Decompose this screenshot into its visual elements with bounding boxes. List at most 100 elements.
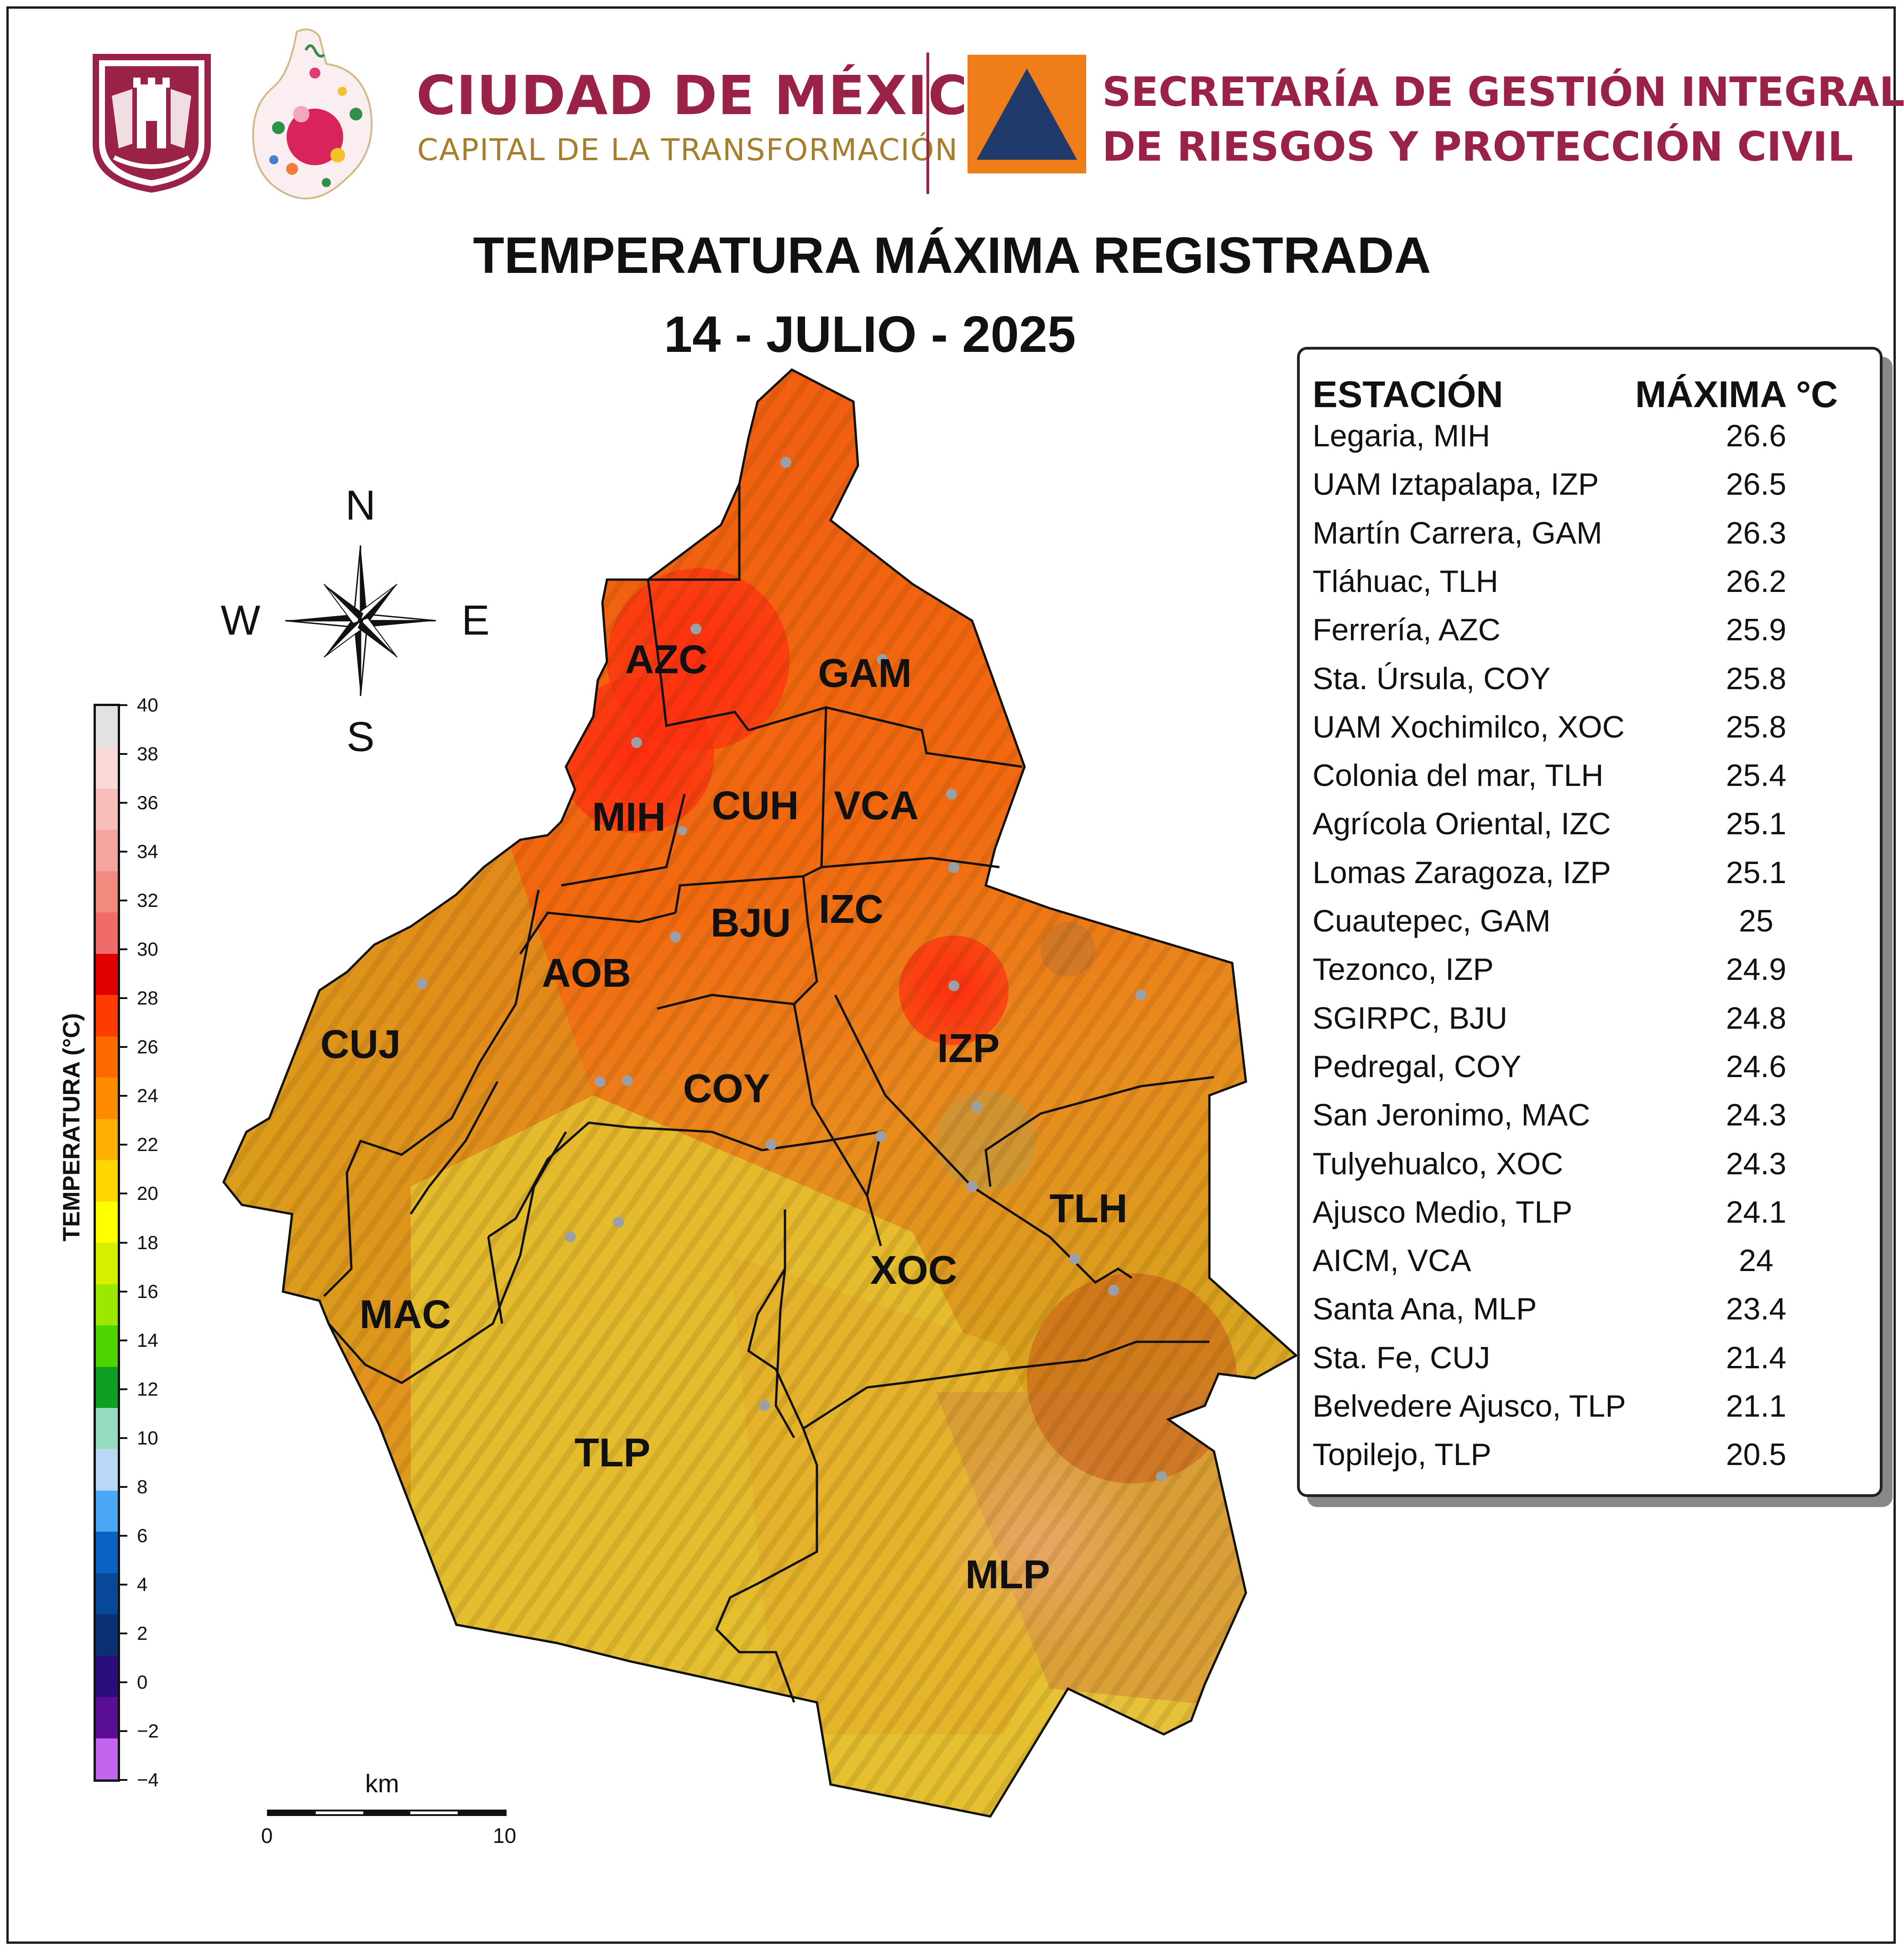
station-name: AICM, VCA	[1313, 1243, 1471, 1278]
col-max-header: MÁXIMA °C	[1635, 374, 1838, 415]
colorbar-tick-label: 10	[137, 1427, 158, 1449]
colorbar-segment	[96, 1655, 118, 1697]
map-title: TEMPERATURA MÁXIMA REGISTRADA	[473, 227, 1431, 284]
station-max-value: 24	[1739, 1243, 1773, 1278]
colorbar-tick-mark	[120, 948, 127, 951]
label-tlh: TLH	[1049, 1186, 1128, 1231]
colorbar-tick-mark	[120, 1583, 127, 1586]
colorbar-segment	[96, 1614, 118, 1656]
label-izp: IZP	[937, 1026, 1000, 1071]
station-max-value: 24.3	[1726, 1146, 1787, 1181]
station-name: Pedregal, COY	[1313, 1049, 1522, 1084]
colorbar-segment	[96, 788, 118, 830]
station-name: Martín Carrera, GAM	[1313, 515, 1602, 550]
table-row: Topilejo, TLP 20.5	[1300, 1437, 1880, 1485]
station-points	[417, 457, 1167, 1482]
colorbar-tick-label: 38	[137, 743, 158, 765]
station-name: UAM Iztapalapa, IZP	[1313, 467, 1599, 502]
colorbar-tick-label: 8	[137, 1476, 148, 1497]
colorbar-segment	[96, 1738, 118, 1780]
table-row: Ajusco Medio, TLP 24.1	[1300, 1194, 1880, 1243]
colorbar-segment	[96, 871, 118, 913]
station-max-value: 20.5	[1726, 1437, 1787, 1472]
cdmx-floral-heart-logo	[252, 28, 373, 199]
label-mac: MAC	[359, 1292, 451, 1337]
label-cuj: CUJ	[320, 1021, 401, 1067]
page-frame	[6, 6, 1896, 1944]
label-xoc: XOC	[870, 1247, 957, 1293]
station-max-value: 25	[1739, 904, 1773, 938]
station-max-value: 25.4	[1726, 758, 1787, 793]
colorbar-segment	[96, 1078, 118, 1119]
map-date: 14 - JULIO - 2025	[664, 306, 1076, 363]
colorbar-tick-label: −4	[137, 1769, 159, 1790]
station-name: Topilejo, TLP	[1313, 1437, 1491, 1472]
city-slogan: CAPITAL DE LA TRANSFORMACIÓN	[417, 132, 958, 167]
colorbar-tick-mark	[120, 1095, 127, 1097]
colorbar-tick-label: 20	[137, 1183, 158, 1204]
station-max-value: 21.4	[1726, 1340, 1787, 1375]
table-row: San Jeronimo, MAC 24.3	[1300, 1097, 1880, 1146]
station-table: ESTACIÓN MÁXIMA °C Legaria, MIH 26.6 UAM I…	[1297, 347, 1883, 1497]
station-max-value: 26.3	[1726, 515, 1787, 550]
table-row: Cuautepec, GAM 25	[1300, 903, 1880, 952]
agency-line-2: DE RIESGOS Y PROTECCIÓN CIVIL	[1102, 123, 1853, 170]
colorbar-tick-mark	[120, 1437, 127, 1439]
colorbar-tick-mark	[120, 997, 127, 1000]
label-coy: COY	[683, 1066, 770, 1111]
colorbar-segment	[96, 1325, 118, 1367]
compass-w: W	[220, 597, 261, 644]
colorbar-tick-label: 2	[137, 1622, 148, 1644]
colorbar-tick-label: 14	[137, 1329, 158, 1351]
colorbar-tick-mark	[120, 1681, 127, 1683]
table-row: Santa Ana, MLP 23.4	[1300, 1291, 1880, 1340]
colorbar-tick-mark	[120, 1241, 127, 1244]
colorbar-segment	[96, 1036, 118, 1078]
colorbar-tick-label: 24	[137, 1085, 158, 1107]
colorbar-segment	[96, 953, 118, 995]
colorbar-segment	[96, 1243, 118, 1284]
station-max-value: 25.1	[1726, 855, 1787, 890]
col-station-header: ESTACIÓN	[1313, 374, 1503, 415]
colorbar-tick-label: 40	[137, 694, 158, 716]
colorbar-tick-mark	[120, 1779, 127, 1781]
colorbar-tick-mark	[120, 1290, 127, 1293]
label-mlp: MLP	[965, 1552, 1050, 1597]
station-name: Colonia del mar, TLH	[1313, 758, 1604, 793]
colorbar-tick-mark	[120, 1046, 127, 1048]
station-max-value: 24.9	[1726, 952, 1787, 987]
colorbar-tick-mark	[120, 1144, 127, 1146]
table-row: Colonia del mar, TLH 25.4	[1300, 758, 1880, 806]
table-row: Tezonco, IZP 24.9	[1300, 952, 1880, 1000]
colorbar-tick-label: 28	[137, 987, 158, 1009]
civil-protection-logo	[968, 55, 1086, 173]
table-row: Ferrería, AZC 25.9	[1300, 612, 1880, 660]
colorbar-tick-mark	[120, 900, 127, 902]
colorbar-tick-mark	[120, 1388, 127, 1390]
colorbar-segment	[96, 1449, 118, 1491]
colorbar-segment	[96, 1160, 118, 1202]
station-name: Sta. Úrsula, COY	[1313, 661, 1551, 696]
table-row: UAM Iztapalapa, IZP 26.5	[1300, 466, 1880, 515]
station-max-value: 26.5	[1726, 467, 1787, 502]
temperature-colorbar	[94, 704, 120, 1782]
scale-bar	[267, 1810, 507, 1816]
colorbar-tick-mark	[120, 1534, 127, 1537]
colorbar-tick-mark	[120, 802, 127, 804]
label-vca: VCA	[834, 783, 919, 828]
station-max-value: 24.6	[1726, 1049, 1787, 1084]
colorbar-tick-label: 0	[137, 1671, 148, 1693]
station-max-value: 26.6	[1726, 419, 1787, 453]
table-row: UAM Xochimilco, XOC 25.8	[1300, 709, 1880, 758]
label-cuh: CUH	[711, 783, 799, 828]
station-max-value: 25.1	[1726, 806, 1787, 842]
agency-line-1: SECRETARÍA DE GESTIÓN INTEGRAL	[1102, 68, 1904, 115]
colorbar-tick-label: 6	[137, 1524, 148, 1546]
colorbar-segment	[96, 912, 118, 954]
table-row: AICM, VCA 24	[1300, 1243, 1880, 1291]
table-row: SGIRPC, BJU 24.8	[1300, 1000, 1880, 1049]
colorbar-segment	[96, 830, 118, 871]
station-max-value: 21.1	[1726, 1389, 1787, 1423]
label-mih: MIH	[592, 794, 666, 839]
